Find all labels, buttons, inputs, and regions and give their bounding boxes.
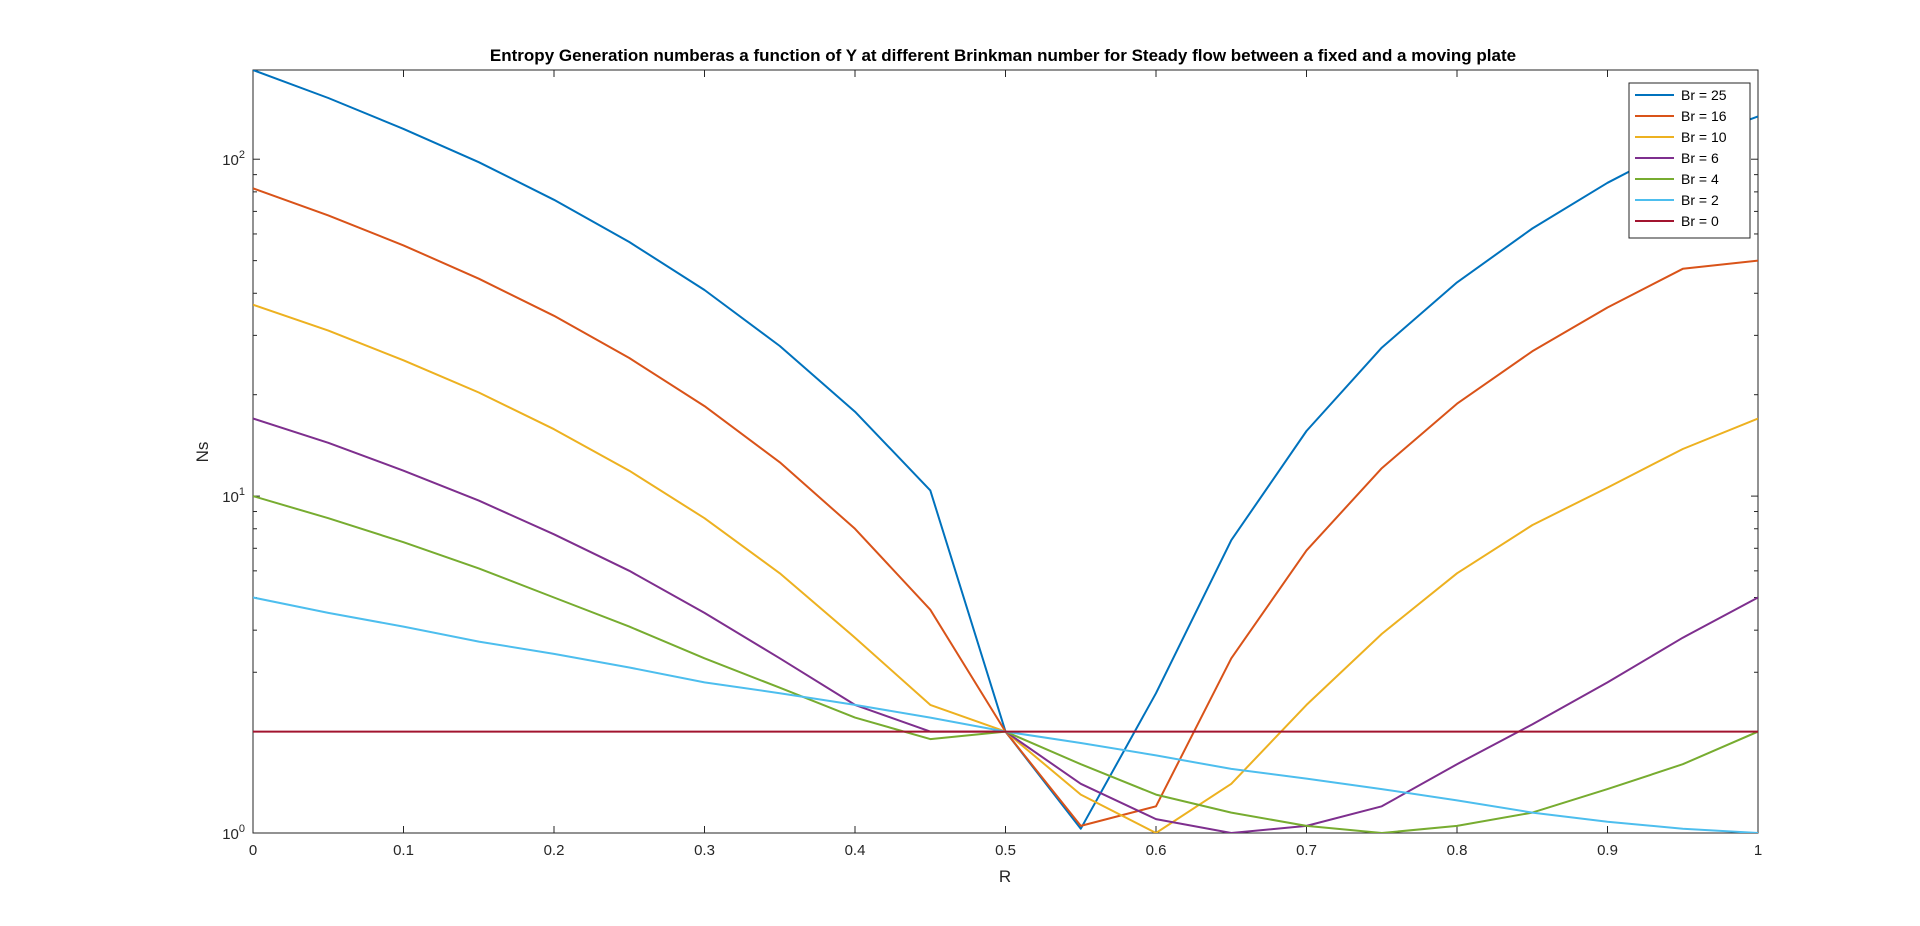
legend-label: Br = 16 (1681, 108, 1727, 124)
x-tick-label: 1 (1754, 842, 1762, 859)
y-tick-label: 100 (222, 823, 245, 843)
legend-label: Br = 25 (1681, 87, 1727, 103)
y-tick-exponent: 2 (239, 149, 245, 161)
series-lines (253, 70, 1758, 833)
plot-area (252, 69, 1759, 834)
series-line-br-2 (253, 596, 1758, 833)
series-line-br-16 (253, 187, 1758, 827)
legend: Br = 25 Br = 16 Br = 10 Br = 6 Br = 4 Br = 2 B… (1628, 82, 1751, 239)
axis-ticks (252, 70, 1759, 834)
x-axis-label: R (999, 867, 1011, 886)
y-tick-exponent: 0 (239, 823, 245, 835)
y-tick-base: 10 (222, 826, 239, 843)
y-axis-label: Ns (193, 442, 212, 463)
x-tick-label: 0.3 (694, 842, 715, 859)
legend-box (1628, 82, 1751, 239)
y-tick-base: 10 (222, 489, 239, 506)
series-line-br-4 (253, 495, 1758, 833)
x-tick-label: 0.9 (1597, 842, 1618, 859)
legend-label: Br = 2 (1681, 192, 1719, 208)
series-line-br-6 (253, 417, 1758, 833)
series-line-br-25 (253, 70, 1758, 830)
x-tick-label: 0.1 (393, 842, 414, 859)
y-tick-base: 10 (222, 152, 239, 169)
x-tick-labels: 0 0.1 0.2 0.3 0.4 0.5 0.6 0.7 0.8 0.9 1 (249, 842, 1762, 859)
y-tick-label: 101 (222, 486, 245, 506)
legend-label: Br = 0 (1681, 213, 1719, 229)
legend-label: Br = 4 (1681, 171, 1719, 187)
chart-title: Entropy Generation numberas a function o… (490, 46, 1516, 65)
x-tick-label: 0.4 (845, 842, 866, 859)
legend-label: Br = 10 (1681, 129, 1727, 145)
x-tick-label: 0.8 (1447, 842, 1468, 859)
x-tick-label: 0.2 (544, 842, 565, 859)
x-tick-label: 0.5 (995, 842, 1016, 859)
x-tick-label: 0 (249, 842, 257, 859)
y-tick-exponent: 1 (239, 486, 245, 498)
y-tick-label: 102 (222, 149, 245, 169)
x-tick-label: 0.7 (1296, 842, 1317, 859)
legend-label: Br = 6 (1681, 150, 1719, 166)
x-tick-label: 0.6 (1146, 842, 1167, 859)
